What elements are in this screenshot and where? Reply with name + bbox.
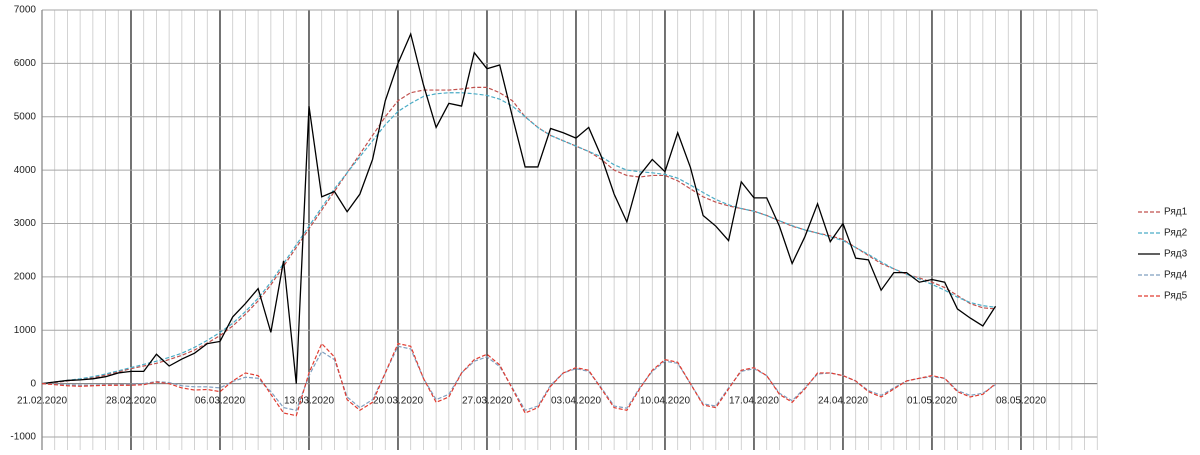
y-tick-label: 5000 (14, 111, 37, 122)
y-tick-label: 3000 (14, 218, 37, 229)
x-tick-label: 20.03.2020 (373, 395, 423, 406)
legend-label: Ряд3 (1164, 249, 1188, 260)
legend-label: Ряд1 (1164, 207, 1188, 218)
y-tick-label: 0 (30, 378, 36, 389)
x-tick-label: 21.02.2020 (17, 395, 67, 406)
x-tick-label: 27.03.2020 (462, 395, 512, 406)
x-tick-label: 13.03.2020 (284, 395, 334, 406)
x-tick-label: 10.04.2020 (640, 395, 690, 406)
y-tick-label: 2000 (14, 272, 37, 283)
x-tick-label: 03.04.2020 (551, 395, 601, 406)
x-tick-label: 06.03.2020 (195, 395, 245, 406)
legend-label: Ряд4 (1164, 270, 1188, 281)
y-tick-label: 7000 (14, 5, 37, 16)
series-line (41, 345, 996, 412)
series-line (41, 342, 996, 417)
legend-label: Ряд2 (1164, 228, 1188, 239)
legend-label: Ряд5 (1164, 291, 1188, 302)
x-tick-label: 08.05.2020 (996, 395, 1046, 406)
series-line (41, 92, 996, 385)
y-tick-label: -1000 (10, 432, 36, 443)
series-line (41, 86, 996, 385)
y-tick-label: 4000 (14, 165, 37, 176)
y-tick-label: 1000 (14, 325, 37, 336)
y-tick-label: 6000 (14, 58, 37, 69)
x-tick-label: 01.05.2020 (907, 395, 957, 406)
x-tick-label: 28.02.2020 (106, 395, 156, 406)
x-tick-label: 24.04.2020 (818, 395, 868, 406)
x-tick-label: 17.04.2020 (729, 395, 779, 406)
series-line (41, 32, 997, 385)
